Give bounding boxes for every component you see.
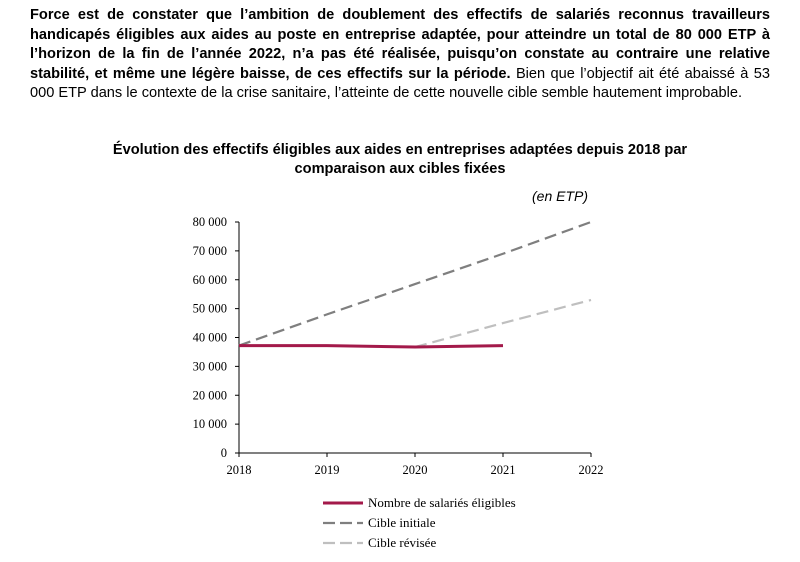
series-line-0 (239, 344, 504, 349)
y-tick-label: 10 000 (193, 417, 227, 431)
chart-axes: 0 10 000 20 000 30 000 40 000 50 000 60 000 70 … (193, 215, 604, 477)
chart-legend: Nombre de salariés éligibles Cible initia… (323, 495, 516, 550)
chart-title-line-2: comparaison aux cibles fixées (294, 161, 506, 177)
chart-series (238, 220, 592, 349)
legend-label-0: Nombre de salariés éligibles (368, 495, 516, 510)
intro-paragraph: Force est de constater que l’ambition de… (30, 6, 770, 104)
x-tick-label: 2019 (315, 463, 340, 477)
y-tick-label: 20 000 (193, 388, 227, 402)
legend-label-2: Cible révisée (368, 535, 436, 550)
x-tick-label: 2018 (227, 463, 252, 477)
x-tick-label: 2022 (579, 463, 604, 477)
intro-normal-text: Bien que l’objectif ait été abaissé à 53… (30, 65, 770, 102)
y-tick-label: 60 000 (193, 273, 227, 287)
x-tick-label: 2020 (403, 463, 428, 477)
legend-label-1: Cible initiale (368, 515, 436, 530)
x-tick-label: 2021 (491, 463, 516, 477)
y-tick-label: 0 (221, 446, 227, 460)
y-tick-label: 40 000 (193, 331, 227, 345)
unit-label: (en ETP) (532, 188, 589, 204)
series-line-1 (238, 220, 592, 347)
y-tick-label: 80 000 (193, 215, 227, 229)
chart-title-line-1: Évolution des effectifs éligibles aux ai… (112, 142, 688, 158)
y-tick-label: 50 000 (193, 302, 227, 316)
y-tick-label: 30 000 (193, 359, 227, 373)
chart-title: Évolution des effectifs éligibles aux ai… (40, 141, 760, 179)
series-line-2 (414, 298, 592, 349)
intro-bold-text: Force est de constater que l’ambition de… (30, 7, 770, 82)
y-tick-label: 70 000 (193, 244, 227, 258)
